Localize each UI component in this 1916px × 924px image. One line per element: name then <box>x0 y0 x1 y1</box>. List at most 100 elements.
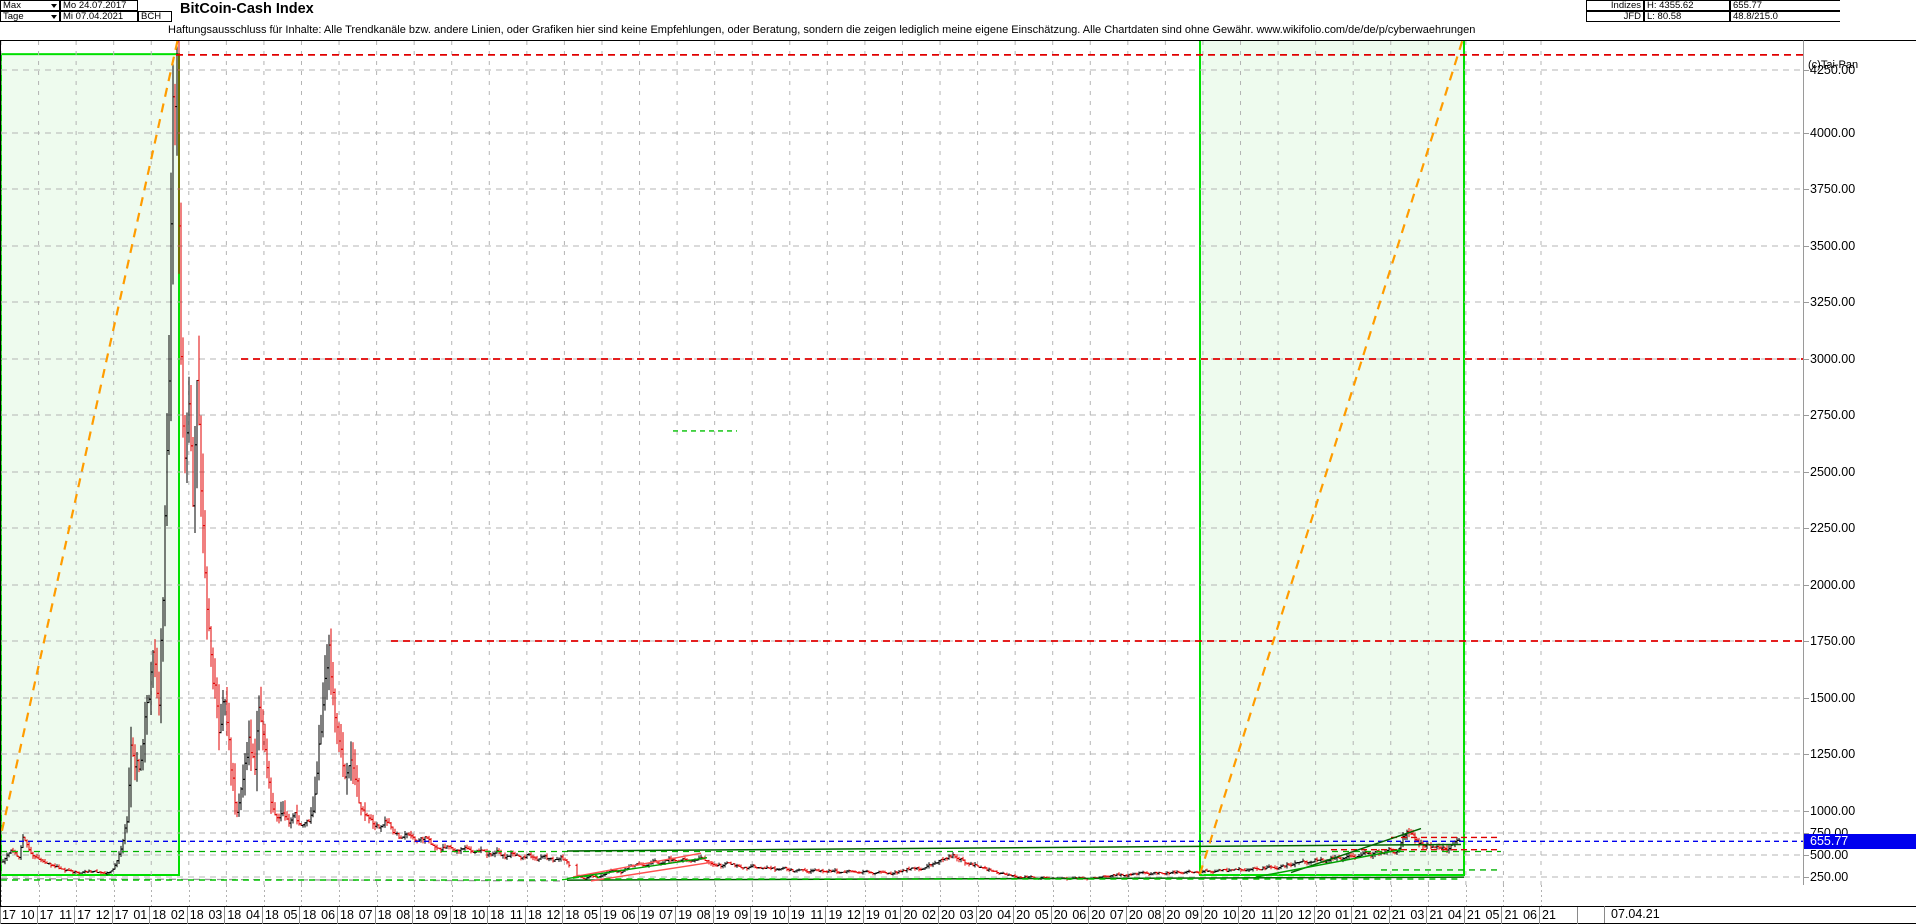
price-bars <box>1 41 1461 881</box>
date-tick-label: 18 03 <box>188 907 226 924</box>
price-tick-mark <box>1804 189 1809 190</box>
date-tick-mark <box>752 885 754 906</box>
interval-selector-label: Tage <box>3 11 24 22</box>
date-tick-label: 18 05 <box>263 907 301 924</box>
date-tick-label: 19 10 <box>751 907 789 924</box>
date-tick-label: 17 10 <box>0 907 38 924</box>
resistance-lines <box>176 53 1803 851</box>
range-selector-label: Max <box>3 0 21 11</box>
date-tick-mark <box>489 885 491 906</box>
date-tick-mark <box>1428 885 1430 906</box>
price-tick-label: 4250.00 <box>1810 63 1856 77</box>
date-tick-label: 19 06 <box>601 907 639 924</box>
date-tick-mark <box>1465 885 1467 906</box>
price-tick-label: 3250.00 <box>1810 295 1856 309</box>
date-tick-mark <box>902 885 904 906</box>
date-tick-label: 19 12 <box>826 907 864 924</box>
date-tick-label: 18 12 <box>526 907 564 924</box>
date-tick-label: 17 12 <box>75 907 113 924</box>
date-tick-mark <box>601 885 603 906</box>
date-axis-end-label: 07.04.21 <box>1604 906 1660 923</box>
left-highlight-box <box>1 53 180 877</box>
price-tick-label: 250.00 <box>1810 870 1849 884</box>
date-tick-mark <box>301 885 303 906</box>
price-tick-mark <box>1804 585 1809 586</box>
date-from-field[interactable]: Mo 24.07.2017 <box>60 0 138 11</box>
date-tick-mark <box>451 885 453 906</box>
price-tick-label: 2750.00 <box>1810 408 1856 422</box>
date-tick-label: 17 01 <box>113 907 151 924</box>
symbol-field[interactable]: BCH <box>138 11 172 22</box>
date-to-field[interactable]: Mi 07.04.2021 <box>60 11 138 22</box>
date-tick-mark <box>639 885 641 906</box>
range-selector[interactable]: Max <box>0 0 60 11</box>
date-axis-ticks <box>0 885 1803 906</box>
date-tick-mark <box>827 885 829 906</box>
support-lines <box>1 430 1501 871</box>
date-tick-label: 19 11 <box>789 907 827 924</box>
date-tick-label: 21 05 <box>1465 907 1503 924</box>
chart-canvas <box>1 41 1803 885</box>
date-tick-mark <box>564 885 566 906</box>
date-tick-label: 19 09 <box>714 907 752 924</box>
chevron-down-icon <box>51 3 57 8</box>
date-tick-label: 18 04 <box>225 907 263 924</box>
price-tick-mark <box>1804 472 1809 473</box>
spread-value: 48.8/215.0 <box>1730 11 1840 22</box>
date-tick-label: 20 02 <box>901 907 939 924</box>
price-tick-mark <box>1804 246 1809 247</box>
date-tick-label: 20 03 <box>939 907 977 924</box>
chart-plot-area[interactable] <box>0 40 1803 885</box>
low-value: L: 80.58 <box>1644 11 1730 22</box>
date-tick-mark <box>1315 885 1317 906</box>
date-tick-label: 21 <box>1540 907 1578 924</box>
date-tick-mark <box>188 885 190 906</box>
price-tick-label: 2000.00 <box>1810 578 1856 592</box>
baseline-marker <box>1 874 1459 881</box>
date-tick-label: 21 02 <box>1352 907 1390 924</box>
price-tick-mark <box>1804 855 1809 856</box>
date-tick-label: 21 04 <box>1427 907 1465 924</box>
date-tick-label: 20 12 <box>1277 907 1315 924</box>
date-tick-label: 19 08 <box>676 907 714 924</box>
price-tick-mark <box>1804 133 1809 134</box>
date-tick-label: 20 05 <box>1014 907 1052 924</box>
price-tick-mark <box>1804 359 1809 360</box>
date-tick-mark <box>1 885 2 906</box>
date-tick-label: 19 01 <box>864 907 902 924</box>
price-tick-label: 3000.00 <box>1810 352 1856 366</box>
date-tick-mark <box>1202 885 1204 906</box>
date-tick-label: 17 11 <box>38 907 76 924</box>
date-tick-mark <box>414 885 416 906</box>
date-tick-label: 20 04 <box>977 907 1015 924</box>
projection-lines <box>1 41 1464 875</box>
date-tick-label: 20 08 <box>1127 907 1165 924</box>
price-tick-mark <box>1804 811 1809 812</box>
date-tick-label: 19 07 <box>639 907 677 924</box>
price-tick-mark <box>1804 833 1809 834</box>
date-tick-label: 20 09 <box>1164 907 1202 924</box>
date-axis[interactable]: 17 10 17 11 17 12 17 01 18 02 18 03 18 04 18 05 18 06 18 07… <box>0 885 1916 924</box>
copyright-label: (c)Tai-Pan <box>1808 59 1859 71</box>
date-tick-label: 18 11 <box>488 907 526 924</box>
price-axis[interactable]: 655.77 (c)Tai-Pan 4500.00 4250.00 4000.00 3… <box>1803 40 1916 885</box>
date-tick-mark <box>263 885 265 906</box>
price-tick-label: 1000.00 <box>1810 804 1856 818</box>
date-tick-mark <box>864 885 866 906</box>
date-tick-mark <box>940 885 942 906</box>
date-tick-label: 18 07 <box>338 907 376 924</box>
price-tick-mark <box>1804 302 1809 303</box>
interval-selector[interactable]: Tage <box>0 11 60 22</box>
current-price-marker: 655.77 <box>1804 834 1916 850</box>
grid-lines <box>1 41 1803 885</box>
price-tick-label: 4000.00 <box>1810 126 1856 140</box>
price-tick-mark <box>1804 415 1809 416</box>
date-tick-label: 20 11 <box>1240 907 1278 924</box>
price-tick-label: 1750.00 <box>1810 634 1856 648</box>
date-tick-mark <box>789 885 791 906</box>
date-tick-label: 18 06 <box>300 907 339 924</box>
broker-label: JFD <box>1586 11 1644 22</box>
toolbar: Max Tage Mo 24.07.2017 Mi 07.04.2021 BCH… <box>0 0 1916 22</box>
date-tick-mark <box>1278 885 1280 906</box>
